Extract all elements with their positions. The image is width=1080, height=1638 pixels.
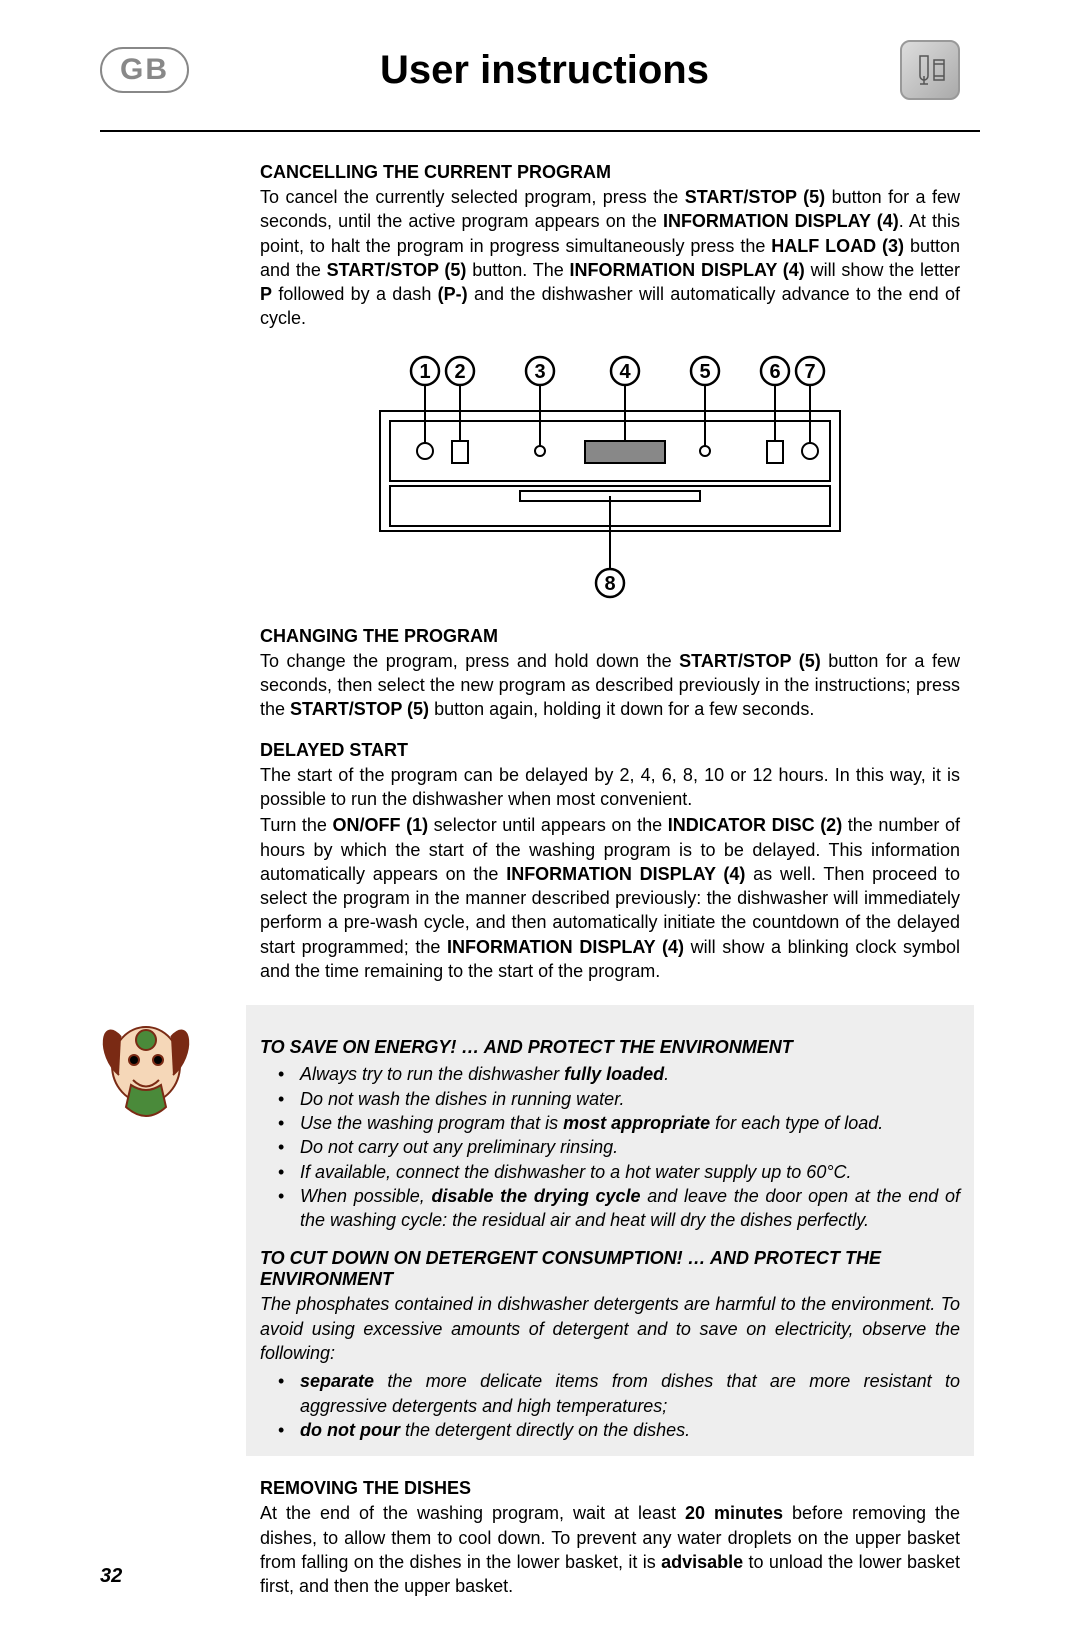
text-bold: most appropriate — [563, 1113, 710, 1133]
label-8: 8 — [604, 573, 615, 595]
text: If available, connect the dishwasher to … — [300, 1162, 852, 1182]
text-bold: 20 minutes — [685, 1503, 783, 1523]
section-title-change: CHANGING THE PROGRAM — [260, 626, 960, 647]
header-rule — [100, 130, 980, 132]
list-item: When possible, disable the drying cycle … — [260, 1184, 960, 1233]
section-title-detergent: TO CUT DOWN ON DETERGENT CONSUMPTION! … … — [260, 1248, 960, 1290]
text-bold: P — [260, 284, 272, 304]
text: When possible, — [300, 1186, 431, 1206]
text-bold: INFORMATION DISPLAY (4) — [506, 864, 745, 884]
environment-tips-box: TO SAVE ON ENERGY! … AND PROTECT THE ENV… — [246, 1005, 974, 1456]
text: button again, holding it down for a few … — [429, 699, 814, 719]
save-energy-list: Always try to run the dishwasher fully l… — [260, 1062, 960, 1232]
list-item: If available, connect the dishwasher to … — [260, 1160, 960, 1184]
change-paragraph: To change the program, press and hold do… — [260, 649, 960, 722]
text-bold: INFORMATION DISPLAY (4) — [447, 937, 684, 957]
text: Turn the — [260, 815, 333, 835]
list-item: separate the more delicate items from di… — [260, 1369, 960, 1418]
text: followed by a dash — [272, 284, 438, 304]
page-title: User instructions — [189, 48, 900, 93]
text-bold: START/STOP (5) — [679, 651, 821, 671]
text-bold: INFORMATION DISPLAY (4) — [663, 211, 899, 231]
label-7: 7 — [804, 361, 815, 383]
text: To change the program, press and hold do… — [260, 651, 679, 671]
text: Do not wash the dishes in running water. — [300, 1089, 625, 1109]
content-column: CANCELLING THE CURRENT PROGRAM To cancel… — [260, 162, 960, 1598]
text-bold: ON/OFF (1) — [333, 815, 429, 835]
glass-appliance-icon — [900, 40, 960, 100]
text: At the end of the washing program, wait … — [260, 1503, 685, 1523]
text: will show the letter — [805, 260, 960, 280]
text: To cancel the currently selected program… — [260, 187, 685, 207]
delay-paragraph-1: The start of the program can be delayed … — [260, 763, 960, 812]
text-bold: (P-) — [438, 284, 468, 304]
text: The start of the program can be delayed … — [260, 765, 960, 809]
list-item: Do not carry out any preliminary rinsing… — [260, 1135, 960, 1159]
section-title-delay: DELAYED START — [260, 740, 960, 761]
remove-paragraph: At the end of the washing program, wait … — [260, 1501, 960, 1598]
label-2: 2 — [454, 361, 465, 383]
text: . — [664, 1064, 669, 1084]
page-root: GB User instructions CANCELLING THE CURR… — [0, 0, 1080, 1638]
text-bold: START/STOP (5) — [685, 187, 825, 207]
control-panel-diagram: 1 2 3 4 5 6 7 8 — [260, 351, 960, 606]
text-bold: INFORMATION DISPLAY (4) — [570, 260, 805, 280]
text: for each type of load. — [710, 1113, 883, 1133]
language-badge: GB — [100, 47, 189, 93]
delay-paragraph-2: Turn the ON/OFF (1) selector until appea… — [260, 813, 960, 983]
text: The phosphates contained in dishwasher d… — [260, 1294, 960, 1363]
text-bold: fully loaded — [564, 1064, 664, 1084]
text: Use the washing program that is — [300, 1113, 563, 1133]
label-5: 5 — [699, 361, 710, 383]
detergent-list: separate the more delicate items from di… — [260, 1369, 960, 1442]
text: selector until appears on the — [428, 815, 668, 835]
list-item: do not pour the detergent directly on th… — [260, 1418, 960, 1442]
section-title-remove: REMOVING THE DISHES — [260, 1478, 960, 1499]
text-bold: advisable — [661, 1552, 743, 1572]
text-bold: START/STOP (5) — [290, 699, 429, 719]
text-bold: HALF LOAD (3) — [771, 236, 904, 256]
eco-character-icon — [91, 1015, 201, 1125]
label-3: 3 — [534, 361, 545, 383]
text-bold: do not pour — [300, 1420, 400, 1440]
label-4: 4 — [619, 361, 631, 383]
text-bold: START/STOP (5) — [327, 260, 467, 280]
header: GB User instructions — [100, 40, 980, 100]
text: the detergent directly on the dishes. — [400, 1420, 690, 1440]
label-6: 6 — [769, 361, 780, 383]
text-bold: INDICATOR DISC (2) — [668, 815, 843, 835]
detergent-paragraph: The phosphates contained in dishwasher d… — [260, 1292, 960, 1365]
list-item: Always try to run the dishwasher fully l… — [260, 1062, 960, 1086]
text: the more delicate items from dishes that… — [300, 1371, 960, 1415]
page-number: 32 — [100, 1565, 122, 1588]
text: button. The — [466, 260, 569, 280]
text-bold: separate — [300, 1371, 374, 1391]
label-1: 1 — [419, 361, 430, 383]
list-item: Do not wash the dishes in running water. — [260, 1087, 960, 1111]
cancel-paragraph: To cancel the currently selected program… — [260, 185, 960, 331]
text: Do not carry out any preliminary rinsing… — [300, 1137, 618, 1157]
section-title-save-energy: TO SAVE ON ENERGY! … AND PROTECT THE ENV… — [260, 1037, 960, 1058]
section-title-cancel: CANCELLING THE CURRENT PROGRAM — [260, 162, 960, 183]
text-bold: disable the drying cycle — [431, 1186, 640, 1206]
text: Always try to run the dishwasher — [300, 1064, 564, 1084]
list-item: Use the washing program that is most app… — [260, 1111, 960, 1135]
